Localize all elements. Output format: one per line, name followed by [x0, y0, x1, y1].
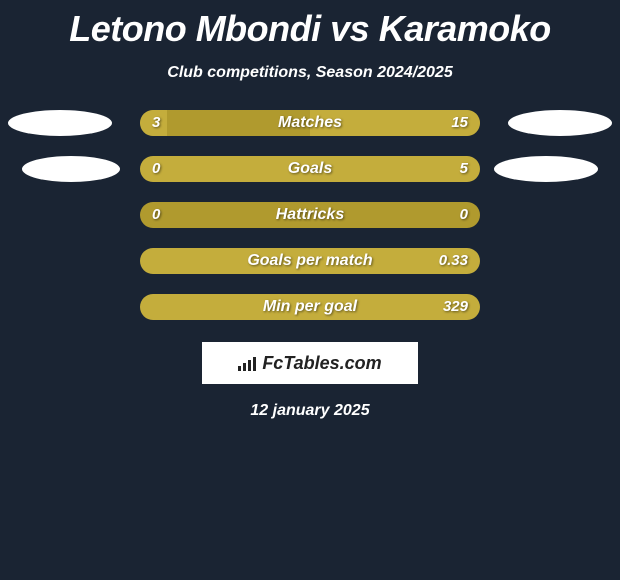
stat-bar: Min per goal329 [140, 294, 480, 320]
branding-text: FcTables.com [262, 353, 381, 374]
stat-label: Goals per match [140, 248, 480, 274]
stat-label: Min per goal [140, 294, 480, 320]
stat-bar: 0Hattricks0 [140, 202, 480, 228]
bar-chart-icon [238, 355, 258, 371]
stat-label: Goals [140, 156, 480, 182]
comparison-row: 0Hattricks0 [0, 202, 620, 228]
page-title: Letono Mbondi vs Karamoko [69, 8, 551, 50]
player-pill-right [508, 110, 612, 136]
date-label: 12 january 2025 [250, 402, 369, 420]
stat-bar: 0Goals5 [140, 156, 480, 182]
player-pill-right [494, 156, 598, 182]
right-value: 15 [451, 110, 468, 136]
comparison-row: 3Matches15 [0, 110, 620, 136]
right-value: 5 [460, 156, 468, 182]
player-pill-left [22, 156, 120, 182]
comparison-row: 0Goals5 [0, 156, 620, 182]
page-subtitle: Club competitions, Season 2024/2025 [167, 64, 452, 82]
comparison-row: Min per goal329 [0, 294, 620, 320]
stat-bar: Goals per match0.33 [140, 248, 480, 274]
stat-label: Matches [140, 110, 480, 136]
stat-bar: 3Matches15 [140, 110, 480, 136]
comparison-row: Goals per match0.33 [0, 248, 620, 274]
stat-label: Hattricks [140, 202, 480, 228]
branding-box: FcTables.com [202, 342, 418, 384]
comparison-chart: 3Matches150Goals50Hattricks0Goals per ma… [0, 110, 620, 320]
right-value: 0.33 [439, 248, 468, 274]
right-value: 0 [460, 202, 468, 228]
player-pill-left [8, 110, 112, 136]
right-value: 329 [443, 294, 468, 320]
